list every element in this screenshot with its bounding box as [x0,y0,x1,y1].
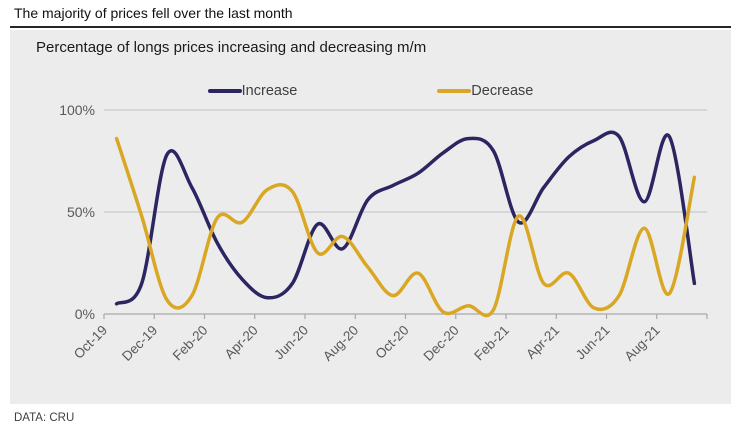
legend-item-decrease: Decrease [437,83,533,99]
headline-rule [10,26,731,28]
x-axis-tick-label: Jun-21 [573,323,613,363]
x-axis-tick-label: Aug-20 [320,323,361,364]
source-note: DATA: CRU [14,412,75,424]
x-axis-tick-label: Apr-21 [523,323,562,362]
y-axis-tick-label: 50% [67,204,95,220]
x-axis-tick-label: Dec-19 [119,323,160,364]
x-axis-tick-label: Dec-20 [420,323,461,364]
chart-title: Percentage of longs prices increasing an… [36,39,427,56]
headline: The majority of prices fell over the las… [14,5,293,21]
x-axis-tick-label: Apr-20 [222,323,261,362]
series-line-decrease [114,136,697,318]
x-axis-tick-label: Aug-21 [621,323,662,364]
y-axis-tick-label: 100% [59,102,95,118]
legend-line-swatch-decrease [437,89,472,93]
series-line-increase [114,130,697,306]
y-axis-tick-label: 0% [75,306,95,322]
legend-line-swatch-increase [207,89,242,93]
x-axis-tick-label: Feb-21 [471,323,512,364]
x-axis-tick-label: Oct-20 [372,323,411,362]
legend-label-decrease: Decrease [471,83,534,99]
legend-label-increase: Increase [241,83,298,99]
chart-panel: 0% 50% 100% Oct-19 Dec-19 Feb-20 Apr-20 Jun-20 A… [10,30,731,404]
legend-item-increase: Increase [207,83,298,99]
x-axis-tick-label: Oct-19 [71,323,110,362]
legend: Increase Decrease [10,83,731,99]
x-axis-tick-label: Jun-20 [271,323,311,363]
line-chart: 0%50%100%Oct-19 Dec-19 Feb-20 Apr-20 Jun-20 A… [59,102,708,364]
x-axis-tick-label: Feb-20 [170,323,211,364]
